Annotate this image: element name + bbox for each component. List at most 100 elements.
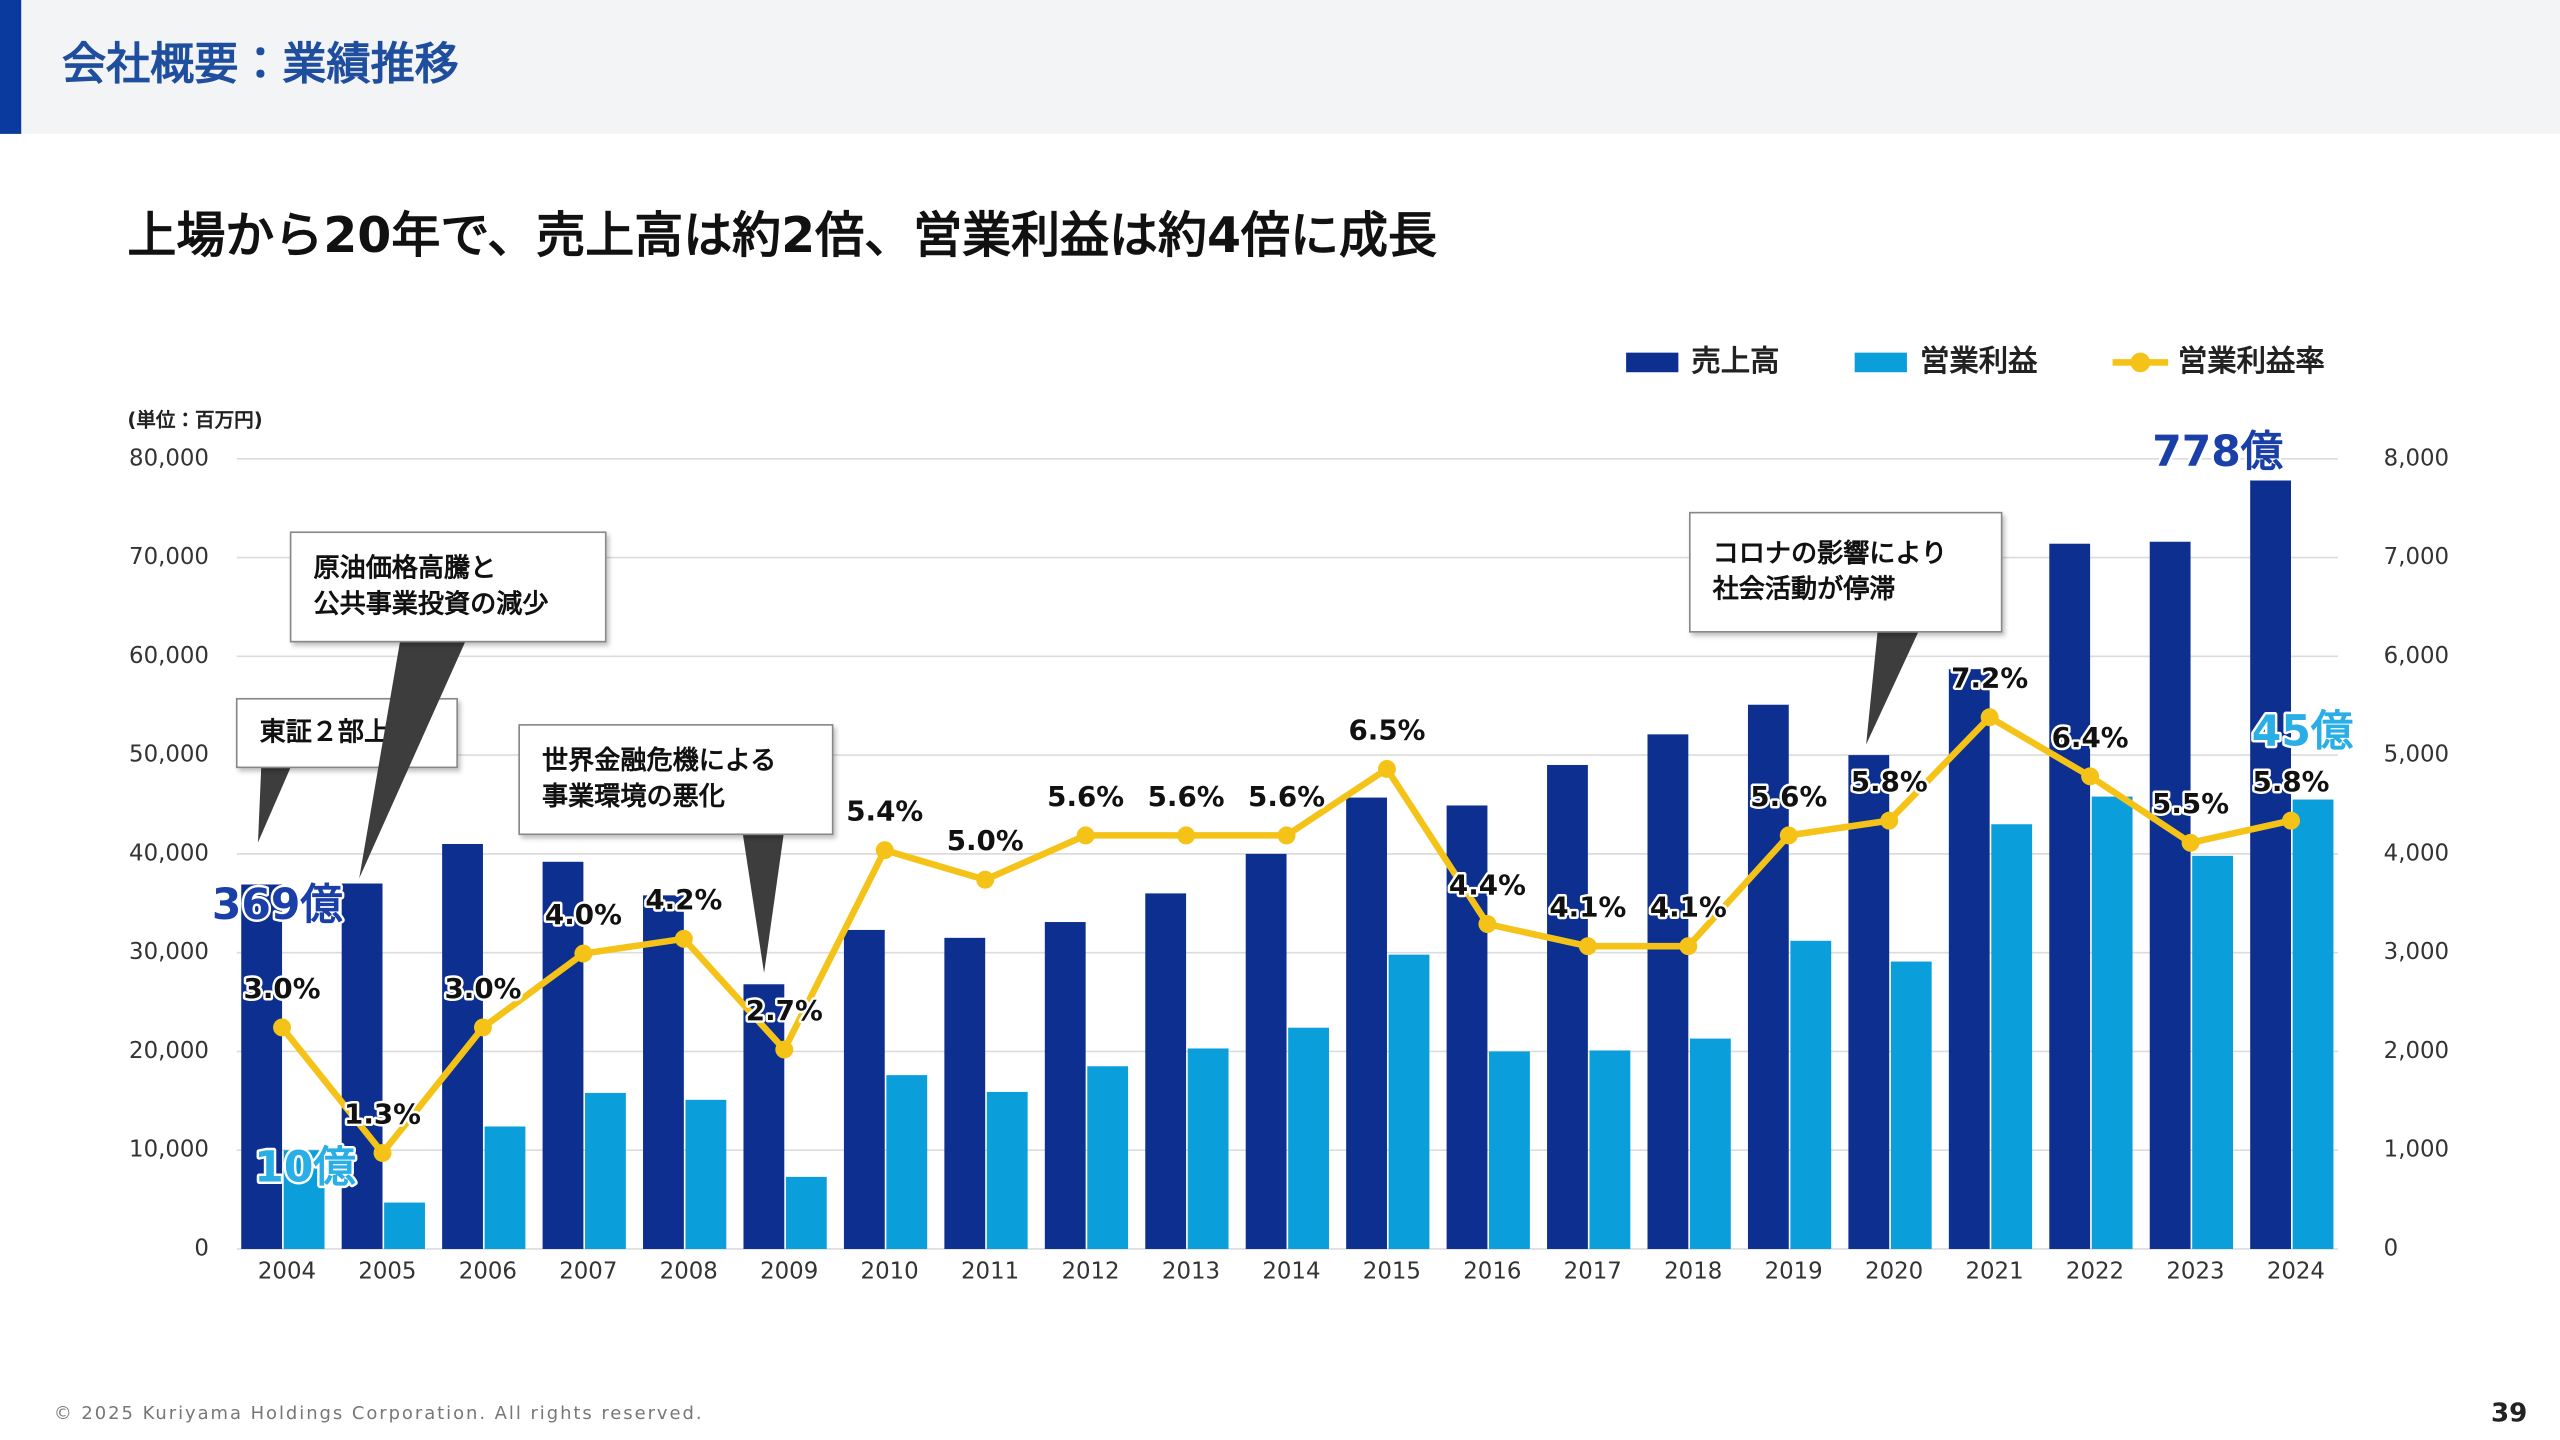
value-callout: 369億 xyxy=(212,881,344,930)
bar xyxy=(1790,940,1832,1249)
bar xyxy=(1890,961,1932,1249)
x-tick-label: 2013 xyxy=(1162,1258,1220,1284)
bar xyxy=(1689,1038,1731,1249)
rate-point xyxy=(574,944,593,963)
y2-tick-label: 6,000 xyxy=(2384,643,2449,669)
rate-label: 5.6% xyxy=(1148,780,1225,813)
rate-label: 3.0% xyxy=(244,972,321,1005)
callout-text: コロナの影響により xyxy=(1713,539,1947,569)
rate-label: 5.6% xyxy=(1047,780,1124,813)
bar xyxy=(886,1075,928,1249)
bar xyxy=(1547,764,1588,1249)
chart-title: 上場から20年で、売上高は約2倍、営業利益は約4倍に成長 xyxy=(127,207,1437,264)
legend-swatch-dot xyxy=(2130,352,2151,373)
bar xyxy=(1647,734,1689,1249)
y-tick-label: 10,000 xyxy=(129,1137,209,1163)
bar xyxy=(542,861,584,1249)
header-accent xyxy=(0,0,22,134)
rate-label: 4.2% xyxy=(645,883,722,916)
rate-label: 4.1% xyxy=(1549,891,1626,924)
y2-tick-label: 5,000 xyxy=(2384,742,2449,768)
rate-point xyxy=(1177,826,1196,845)
header-bar xyxy=(0,0,2560,134)
y-tick-label: 50,000 xyxy=(129,742,209,768)
bar xyxy=(2049,543,2091,1249)
x-tick-label: 2023 xyxy=(2166,1258,2224,1284)
bar xyxy=(1747,704,1789,1249)
x-tick-label: 2010 xyxy=(861,1258,919,1284)
legend-swatch xyxy=(1854,352,1907,373)
legend-swatch xyxy=(1626,352,1679,373)
rate-point xyxy=(1980,708,1999,727)
rate-point xyxy=(2081,767,2100,786)
x-tick-label: 2021 xyxy=(1965,1258,2023,1284)
y2-tick-label: 0 xyxy=(2384,1235,2399,1261)
bar xyxy=(2149,541,2191,1249)
bar xyxy=(785,1176,827,1249)
x-tick-label: 2004 xyxy=(258,1258,316,1284)
x-tick-label: 2016 xyxy=(1463,1258,1521,1284)
legend-label: 営業利益率 xyxy=(2178,344,2325,378)
rate-point xyxy=(976,870,995,889)
callout-pointer xyxy=(1866,631,1919,745)
rate-label: 4.0% xyxy=(545,898,622,931)
rate-point xyxy=(1076,826,1095,845)
rate-point xyxy=(1679,937,1698,956)
y-tick-label: 30,000 xyxy=(129,939,209,965)
bar xyxy=(1245,853,1287,1249)
x-tick-label: 2014 xyxy=(1262,1258,1320,1284)
rate-point xyxy=(1880,811,1899,830)
callout-box xyxy=(518,724,834,836)
x-tick-label: 2024 xyxy=(2267,1258,2325,1284)
x-tick-label: 2017 xyxy=(1564,1258,1622,1284)
y-tick-label: 0 xyxy=(194,1235,209,1261)
x-tick-label: 2006 xyxy=(459,1258,517,1284)
bar xyxy=(484,1126,526,1249)
x-tick-label: 2007 xyxy=(559,1258,617,1284)
callout-text: 社会活動が停滞 xyxy=(1712,574,1896,605)
rate-label: 4.4% xyxy=(1449,868,1526,901)
callout-text: 公共事業投資の減少 xyxy=(313,589,548,619)
legend-label: 売上高 xyxy=(1691,344,1779,378)
rate-label: 4.1% xyxy=(1650,891,1727,924)
rate-point xyxy=(273,1018,292,1037)
rate-label: 5.0% xyxy=(947,824,1024,857)
y2-tick-label: 2,000 xyxy=(2384,1038,2449,1064)
value-callout: 10億 xyxy=(254,1143,356,1192)
x-tick-label: 2012 xyxy=(1061,1258,1119,1284)
bar xyxy=(1446,805,1488,1249)
rate-label: 5.6% xyxy=(1248,780,1325,813)
bar xyxy=(1288,1027,1329,1249)
bar xyxy=(1187,1048,1229,1249)
legend-label: 営業利益 xyxy=(1920,344,2038,378)
x-tick-label: 2009 xyxy=(760,1258,818,1284)
rate-label: 5.8% xyxy=(2253,765,2330,798)
rate-point xyxy=(1478,915,1497,934)
rate-label: 6.5% xyxy=(1348,713,1425,746)
bar xyxy=(1145,893,1187,1249)
rate-point xyxy=(473,1018,492,1037)
bar xyxy=(1589,1050,1631,1249)
y-tick-label: 20,000 xyxy=(129,1038,209,1064)
bar xyxy=(1388,954,1430,1249)
bar xyxy=(1087,1066,1129,1249)
y-tick-label: 40,000 xyxy=(129,840,209,866)
rate-point xyxy=(2181,833,2200,852)
bar xyxy=(341,883,383,1249)
bar xyxy=(1346,797,1387,1249)
bar xyxy=(944,937,986,1249)
bar xyxy=(2091,796,2133,1249)
callout-pointer xyxy=(257,767,291,843)
rate-point xyxy=(1377,759,1396,778)
bar xyxy=(685,1099,727,1249)
rate-point xyxy=(674,929,693,948)
callout-text: 原油価格高騰と xyxy=(313,552,496,583)
callout-box xyxy=(1688,511,2003,633)
callout-text: 世界金融危機による xyxy=(542,745,776,776)
x-tick-label: 2022 xyxy=(2066,1258,2124,1284)
callout-box xyxy=(289,531,607,643)
y2-tick-label: 1,000 xyxy=(2384,1137,2449,1163)
callout-pointer xyxy=(742,834,784,974)
x-tick-label: 2015 xyxy=(1363,1258,1421,1284)
